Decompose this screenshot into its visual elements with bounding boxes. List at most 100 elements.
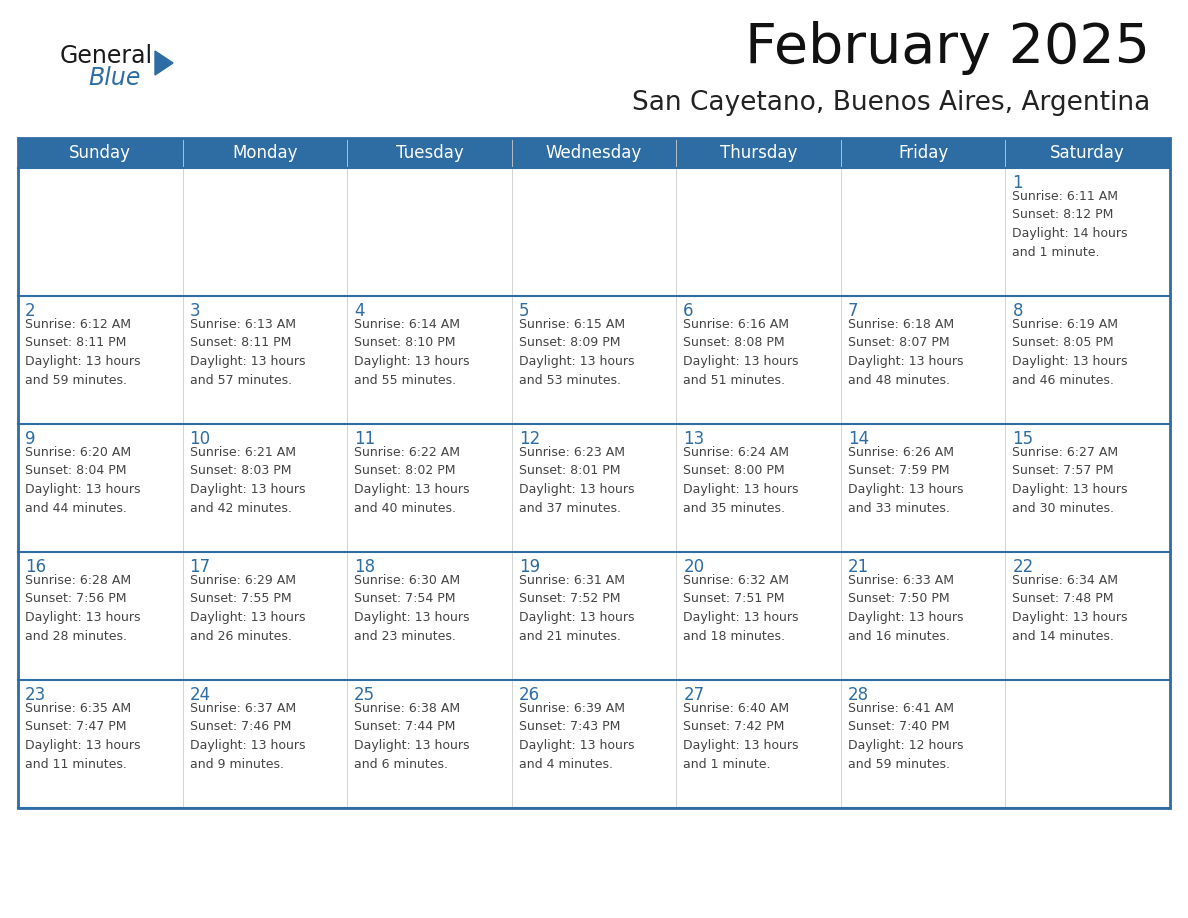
Text: 24: 24 <box>190 686 210 704</box>
Text: 3: 3 <box>190 302 201 320</box>
Bar <box>1005 680 1170 808</box>
Text: 16: 16 <box>25 558 46 576</box>
Text: Wednesday: Wednesday <box>545 144 643 162</box>
Text: 28: 28 <box>848 686 868 704</box>
Bar <box>841 552 1005 680</box>
Text: Friday: Friday <box>898 144 948 162</box>
Text: 22: 22 <box>1012 558 1034 576</box>
Text: Sunrise: 6:19 AM
Sunset: 8:05 PM
Daylight: 13 hours
and 46 minutes.: Sunrise: 6:19 AM Sunset: 8:05 PM Dayligh… <box>1012 318 1127 386</box>
Bar <box>841 168 1005 296</box>
Text: Sunrise: 6:15 AM
Sunset: 8:09 PM
Daylight: 13 hours
and 53 minutes.: Sunrise: 6:15 AM Sunset: 8:09 PM Dayligh… <box>519 318 634 386</box>
Text: 15: 15 <box>1012 430 1034 448</box>
Text: Sunrise: 6:34 AM
Sunset: 7:48 PM
Daylight: 13 hours
and 14 minutes.: Sunrise: 6:34 AM Sunset: 7:48 PM Dayligh… <box>1012 574 1127 643</box>
Text: Sunrise: 6:12 AM
Sunset: 8:11 PM
Daylight: 13 hours
and 59 minutes.: Sunrise: 6:12 AM Sunset: 8:11 PM Dayligh… <box>25 318 140 386</box>
Bar <box>512 168 676 296</box>
Text: San Cayetano, Buenos Aires, Argentina: San Cayetano, Buenos Aires, Argentina <box>632 90 1150 116</box>
Text: Sunrise: 6:40 AM
Sunset: 7:42 PM
Daylight: 13 hours
and 1 minute.: Sunrise: 6:40 AM Sunset: 7:42 PM Dayligh… <box>683 702 798 770</box>
Text: 2: 2 <box>25 302 36 320</box>
Bar <box>18 680 183 808</box>
Text: 7: 7 <box>848 302 859 320</box>
Bar <box>676 296 841 424</box>
Text: 10: 10 <box>190 430 210 448</box>
Bar <box>676 168 841 296</box>
Text: Sunrise: 6:13 AM
Sunset: 8:11 PM
Daylight: 13 hours
and 57 minutes.: Sunrise: 6:13 AM Sunset: 8:11 PM Dayligh… <box>190 318 305 386</box>
Bar <box>841 680 1005 808</box>
Text: Sunrise: 6:29 AM
Sunset: 7:55 PM
Daylight: 13 hours
and 26 minutes.: Sunrise: 6:29 AM Sunset: 7:55 PM Dayligh… <box>190 574 305 643</box>
Text: 19: 19 <box>519 558 539 576</box>
Text: Sunrise: 6:31 AM
Sunset: 7:52 PM
Daylight: 13 hours
and 21 minutes.: Sunrise: 6:31 AM Sunset: 7:52 PM Dayligh… <box>519 574 634 643</box>
Bar <box>1005 552 1170 680</box>
Text: Sunrise: 6:33 AM
Sunset: 7:50 PM
Daylight: 13 hours
and 16 minutes.: Sunrise: 6:33 AM Sunset: 7:50 PM Dayligh… <box>848 574 963 643</box>
Bar <box>1005 296 1170 424</box>
Text: 14: 14 <box>848 430 868 448</box>
Bar <box>347 424 512 552</box>
Bar <box>347 168 512 296</box>
Text: 1: 1 <box>1012 174 1023 192</box>
Text: 26: 26 <box>519 686 539 704</box>
Text: Tuesday: Tuesday <box>396 144 463 162</box>
Text: Sunrise: 6:27 AM
Sunset: 7:57 PM
Daylight: 13 hours
and 30 minutes.: Sunrise: 6:27 AM Sunset: 7:57 PM Dayligh… <box>1012 446 1127 514</box>
Text: 4: 4 <box>354 302 365 320</box>
Bar <box>841 424 1005 552</box>
Bar <box>183 168 347 296</box>
Bar <box>347 680 512 808</box>
Text: Sunrise: 6:28 AM
Sunset: 7:56 PM
Daylight: 13 hours
and 28 minutes.: Sunrise: 6:28 AM Sunset: 7:56 PM Dayligh… <box>25 574 140 643</box>
Text: Sunrise: 6:30 AM
Sunset: 7:54 PM
Daylight: 13 hours
and 23 minutes.: Sunrise: 6:30 AM Sunset: 7:54 PM Dayligh… <box>354 574 469 643</box>
Text: Sunday: Sunday <box>69 144 132 162</box>
Bar <box>676 680 841 808</box>
Text: Sunrise: 6:38 AM
Sunset: 7:44 PM
Daylight: 13 hours
and 6 minutes.: Sunrise: 6:38 AM Sunset: 7:44 PM Dayligh… <box>354 702 469 770</box>
Bar <box>18 424 183 552</box>
Text: Thursday: Thursday <box>720 144 797 162</box>
Text: Sunrise: 6:41 AM
Sunset: 7:40 PM
Daylight: 12 hours
and 59 minutes.: Sunrise: 6:41 AM Sunset: 7:40 PM Dayligh… <box>848 702 963 770</box>
Text: Sunrise: 6:11 AM
Sunset: 8:12 PM
Daylight: 14 hours
and 1 minute.: Sunrise: 6:11 AM Sunset: 8:12 PM Dayligh… <box>1012 190 1127 259</box>
Text: 13: 13 <box>683 430 704 448</box>
Text: 8: 8 <box>1012 302 1023 320</box>
Text: Sunrise: 6:22 AM
Sunset: 8:02 PM
Daylight: 13 hours
and 40 minutes.: Sunrise: 6:22 AM Sunset: 8:02 PM Dayligh… <box>354 446 469 514</box>
Text: Sunrise: 6:37 AM
Sunset: 7:46 PM
Daylight: 13 hours
and 9 minutes.: Sunrise: 6:37 AM Sunset: 7:46 PM Dayligh… <box>190 702 305 770</box>
Bar <box>18 296 183 424</box>
Text: 5: 5 <box>519 302 529 320</box>
Text: Sunrise: 6:21 AM
Sunset: 8:03 PM
Daylight: 13 hours
and 42 minutes.: Sunrise: 6:21 AM Sunset: 8:03 PM Dayligh… <box>190 446 305 514</box>
Text: Sunrise: 6:24 AM
Sunset: 8:00 PM
Daylight: 13 hours
and 35 minutes.: Sunrise: 6:24 AM Sunset: 8:00 PM Dayligh… <box>683 446 798 514</box>
Text: 6: 6 <box>683 302 694 320</box>
Bar <box>512 680 676 808</box>
Text: 18: 18 <box>354 558 375 576</box>
Text: Blue: Blue <box>88 66 140 90</box>
Text: Sunrise: 6:35 AM
Sunset: 7:47 PM
Daylight: 13 hours
and 11 minutes.: Sunrise: 6:35 AM Sunset: 7:47 PM Dayligh… <box>25 702 140 770</box>
Text: 11: 11 <box>354 430 375 448</box>
Bar <box>512 552 676 680</box>
Text: 27: 27 <box>683 686 704 704</box>
Bar <box>183 296 347 424</box>
Text: Sunrise: 6:32 AM
Sunset: 7:51 PM
Daylight: 13 hours
and 18 minutes.: Sunrise: 6:32 AM Sunset: 7:51 PM Dayligh… <box>683 574 798 643</box>
Bar <box>1005 168 1170 296</box>
Bar <box>1005 424 1170 552</box>
Text: Saturday: Saturday <box>1050 144 1125 162</box>
Text: 17: 17 <box>190 558 210 576</box>
Text: Monday: Monday <box>232 144 298 162</box>
Text: Sunrise: 6:20 AM
Sunset: 8:04 PM
Daylight: 13 hours
and 44 minutes.: Sunrise: 6:20 AM Sunset: 8:04 PM Dayligh… <box>25 446 140 514</box>
Bar <box>512 424 676 552</box>
Bar <box>512 296 676 424</box>
Bar <box>18 138 1170 168</box>
Text: Sunrise: 6:14 AM
Sunset: 8:10 PM
Daylight: 13 hours
and 55 minutes.: Sunrise: 6:14 AM Sunset: 8:10 PM Dayligh… <box>354 318 469 386</box>
Bar <box>347 552 512 680</box>
Text: Sunrise: 6:23 AM
Sunset: 8:01 PM
Daylight: 13 hours
and 37 minutes.: Sunrise: 6:23 AM Sunset: 8:01 PM Dayligh… <box>519 446 634 514</box>
Bar <box>183 552 347 680</box>
Bar <box>183 680 347 808</box>
Text: 23: 23 <box>25 686 46 704</box>
Text: 21: 21 <box>848 558 870 576</box>
Text: February 2025: February 2025 <box>745 21 1150 75</box>
Bar <box>183 424 347 552</box>
Text: Sunrise: 6:18 AM
Sunset: 8:07 PM
Daylight: 13 hours
and 48 minutes.: Sunrise: 6:18 AM Sunset: 8:07 PM Dayligh… <box>848 318 963 386</box>
Bar <box>18 138 1170 808</box>
Bar <box>18 552 183 680</box>
Text: Sunrise: 6:26 AM
Sunset: 7:59 PM
Daylight: 13 hours
and 33 minutes.: Sunrise: 6:26 AM Sunset: 7:59 PM Dayligh… <box>848 446 963 514</box>
Text: Sunrise: 6:16 AM
Sunset: 8:08 PM
Daylight: 13 hours
and 51 minutes.: Sunrise: 6:16 AM Sunset: 8:08 PM Dayligh… <box>683 318 798 386</box>
Text: Sunrise: 6:39 AM
Sunset: 7:43 PM
Daylight: 13 hours
and 4 minutes.: Sunrise: 6:39 AM Sunset: 7:43 PM Dayligh… <box>519 702 634 770</box>
Polygon shape <box>154 51 173 75</box>
Bar <box>676 552 841 680</box>
Text: 20: 20 <box>683 558 704 576</box>
Bar <box>347 296 512 424</box>
Text: 9: 9 <box>25 430 36 448</box>
Bar <box>676 424 841 552</box>
